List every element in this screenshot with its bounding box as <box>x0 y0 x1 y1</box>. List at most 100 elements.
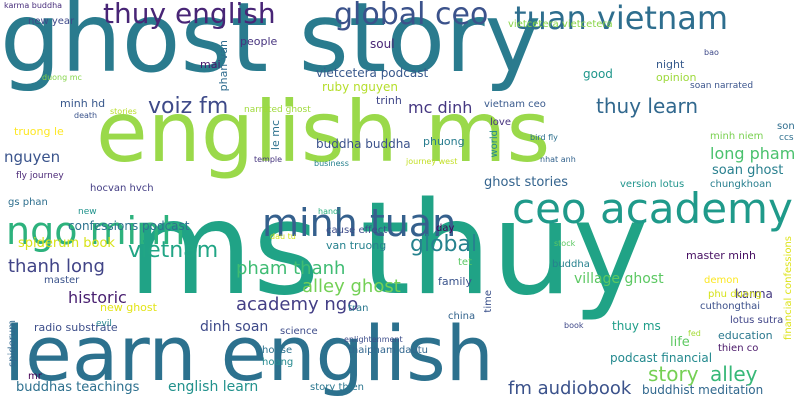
word: duong mc <box>42 73 82 82</box>
word: minh hd <box>60 97 106 110</box>
word: spiderum <box>7 320 18 368</box>
word: hocvan hvch <box>90 183 154 194</box>
word: pham thanh <box>236 258 346 279</box>
word: business <box>314 159 349 168</box>
word: fm audiobook <box>508 378 632 399</box>
word: thuy ms <box>612 319 661 333</box>
word: people <box>240 35 278 48</box>
word: science <box>280 326 318 337</box>
word: tuan vietnam <box>514 0 729 37</box>
word: buddha buddha <box>316 137 411 151</box>
word: tran <box>348 303 369 314</box>
word: vietcetera vietcetera <box>508 19 613 30</box>
word: karma buddha <box>4 1 63 10</box>
word: new <box>78 207 97 217</box>
word: ghost story <box>0 0 542 94</box>
word: gs phan <box>8 197 48 208</box>
word: phu duong <box>708 289 762 300</box>
word: buddha <box>552 259 590 270</box>
word: alley ghost <box>302 276 401 297</box>
word: ruby nguyen <box>322 80 398 94</box>
word: cuthongthai <box>700 301 761 312</box>
word: phan van <box>217 40 230 92</box>
word: tet <box>458 257 472 268</box>
word: van truong <box>326 239 387 252</box>
word: global <box>410 232 478 257</box>
word: version lotus <box>620 179 685 190</box>
word: world <box>489 130 500 158</box>
word: mai <box>200 58 221 71</box>
word: soul <box>370 37 395 51</box>
word: love <box>490 117 511 128</box>
word: dinh soan <box>200 319 269 335</box>
word: master minh <box>686 249 757 262</box>
word: opinion <box>656 71 697 84</box>
word: mr <box>28 371 42 382</box>
word: buddhas teachings <box>16 380 140 395</box>
word: death <box>74 111 98 120</box>
word: vietcetera podcast <box>316 66 429 80</box>
word: evil <box>96 319 112 329</box>
word: minh tuan <box>262 201 457 245</box>
word: fly journey <box>16 171 64 181</box>
word: academy ngo <box>236 294 359 315</box>
word: ccs <box>779 133 794 143</box>
word: global ceo <box>334 0 489 32</box>
word: english learn <box>168 379 259 395</box>
word: vietnam ceo <box>484 99 546 110</box>
word: thaipham dautu <box>348 345 428 356</box>
word: education <box>718 329 773 342</box>
word: minh niem <box>710 131 764 142</box>
word: historic <box>68 288 127 307</box>
word: trinh <box>376 94 402 107</box>
word: soan ghost <box>712 163 784 178</box>
word: ceo academy <box>512 184 793 233</box>
word: stories <box>110 107 137 116</box>
word: family <box>438 275 472 288</box>
word: karma <box>735 287 773 301</box>
word: life <box>670 335 690 350</box>
word: cause effect <box>326 225 388 236</box>
word: village ghost <box>574 271 664 287</box>
word: financial confessions <box>783 236 794 340</box>
word: china <box>448 311 476 322</box>
word: thuy learn <box>596 94 699 118</box>
word: buddhist meditation <box>642 383 764 397</box>
word: learn english <box>4 309 494 398</box>
word: day <box>436 223 455 234</box>
word: le mc <box>269 120 282 151</box>
word: bao <box>704 48 719 57</box>
word: alley <box>710 362 758 386</box>
word: soan narrated <box>690 81 754 91</box>
word: master <box>44 275 80 286</box>
word: book <box>564 321 584 330</box>
word: story <box>648 362 699 386</box>
word: house <box>262 345 293 356</box>
word: voiz fm <box>148 94 229 119</box>
word: temple <box>254 155 283 164</box>
word: confessions podcast <box>68 219 190 233</box>
word: new year <box>28 16 75 27</box>
word: time <box>483 290 494 313</box>
word: new ghost <box>100 301 157 314</box>
word: narrated ghost <box>244 105 311 115</box>
word: ghost stories <box>484 175 568 190</box>
word: thien co <box>718 343 759 354</box>
word: thuy english <box>103 0 276 30</box>
word: demon <box>704 275 739 286</box>
word: good <box>583 67 613 81</box>
word: stock <box>554 239 576 248</box>
word: story thien <box>310 382 364 393</box>
word: long pham <box>710 144 796 163</box>
word: english ms <box>96 83 551 181</box>
word: fed <box>688 329 701 338</box>
word: ms thuy <box>128 175 649 324</box>
word: hoang <box>262 357 294 368</box>
word: ngo minh <box>6 209 186 253</box>
word: truong le <box>14 125 64 138</box>
word: chungkhoan <box>710 179 772 190</box>
word: podcast financial <box>610 351 713 365</box>
word: bird fly <box>530 133 558 142</box>
word: son <box>777 121 795 132</box>
